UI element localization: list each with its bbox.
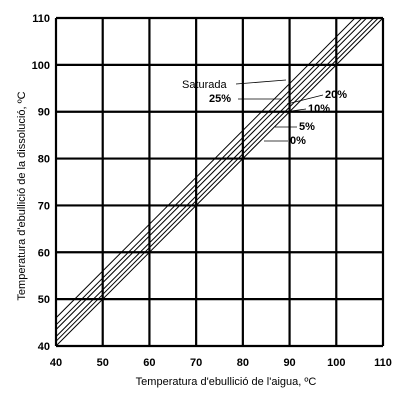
y-tick-label-6: 100 — [32, 60, 50, 72]
y-axis-title: Temperatura d'ebullició de la dissolució… — [16, 91, 28, 300]
y-tick-label-7: 110 — [32, 13, 50, 25]
x-tick-label-4: 80 — [237, 357, 249, 369]
y-tick-label-1: 50 — [38, 294, 50, 306]
tick-labels: 40 50 60 70 80 90 100 110 40 50 60 70 80 90 100 110 — [32, 13, 392, 369]
series-line-1 — [56, 18, 363, 326]
y-tick-label-5: 90 — [38, 107, 50, 119]
series-label-3: 10% — [308, 103, 330, 115]
series-label-5: 0% — [290, 135, 306, 147]
series-labels: Saturada 25% 20% 10% 5% 0% — [182, 79, 347, 147]
y-tick-label-0: 40 — [38, 341, 50, 353]
y-tick-label-2: 60 — [38, 247, 50, 259]
leader-line-3 — [283, 108, 307, 113]
x-axis-title: Temperatura d'ebullició de l'aigua, ºC — [136, 376, 317, 388]
leader-line-0 — [235, 79, 287, 85]
series-line-2 — [56, 18, 368, 330]
x-tick-label-1: 50 — [97, 357, 109, 369]
series-line-3 — [56, 18, 375, 337]
series-lines — [56, 18, 383, 346]
series-label-1: 25% — [209, 93, 231, 105]
x-tick-label-5: 90 — [283, 357, 295, 369]
x-tick-label-6: 100 — [327, 357, 345, 369]
x-tick-label-7: 110 — [374, 357, 392, 369]
series-line-5 — [56, 18, 383, 346]
x-tick-label-2: 60 — [143, 357, 155, 369]
series-label-2: 20% — [325, 89, 347, 101]
label-leaders — [235, 79, 324, 142]
y-tick-label-4: 80 — [38, 154, 50, 166]
grid — [54, 16, 385, 348]
series-line-4 — [56, 18, 380, 342]
series-label-4: 5% — [299, 121, 315, 133]
series-label-0: Saturada — [182, 79, 228, 91]
series-line-0 — [56, 18, 356, 319]
y-tick-label-3: 70 — [38, 200, 50, 212]
x-tick-label-3: 70 — [190, 357, 202, 369]
leader-line-2 — [286, 94, 324, 105]
x-tick-label-0: 40 — [50, 357, 62, 369]
